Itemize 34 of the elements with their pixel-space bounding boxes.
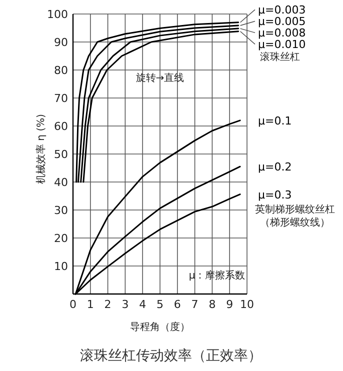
x-tick-label: 2 [104,298,112,311]
series-label: μ=0.005 [258,15,306,28]
y-tick-label: 20 [54,232,68,245]
y-tick-label: 60 [54,120,68,133]
y-tick-label: 90 [54,36,68,49]
x-axis-title: 导程角（度） [130,321,190,333]
x-tick-label: 8 [208,298,216,311]
text: （梯形螺纹线） [260,216,330,228]
text: 滚珠丝杠传动效率（正效率） [80,348,262,364]
series-label: μ=0.2 [258,160,292,174]
y-tick-label: 100 [47,8,68,21]
series-label: μ=0.1 [258,114,292,128]
x-tick-label: 4 [139,298,146,311]
x-tick-label: 3 [122,298,129,311]
text: 英制梯形螺纹丝杠 [255,203,335,216]
series-label: μ=0.3 [258,188,292,202]
x-tick-label: 7 [191,298,198,311]
y-tick-label: 40 [54,176,68,189]
series-label: μ=0.008 [258,26,306,40]
x-tick-label: 1 [86,298,94,311]
x-tick-label: 10 [240,298,254,311]
y-tick-label: 10 [54,260,68,273]
text: 滚珠丝杠 [260,51,300,64]
x-tick-label: 0 [70,298,76,311]
series-label: μ=0.010 [258,38,306,52]
y-tick-label: 80 [54,64,68,77]
y-tick-label: 30 [54,204,68,217]
x-tick-label: 5 [156,298,164,311]
series-label: μ=0.003 [258,4,306,17]
y-tick-label: 50 [54,148,68,161]
x-tick-label: 6 [174,298,181,311]
y-axis-title: 机械效率 η (%) [35,114,47,184]
x-tick-label: 9 [226,298,234,311]
y-tick-label: 70 [54,92,68,105]
